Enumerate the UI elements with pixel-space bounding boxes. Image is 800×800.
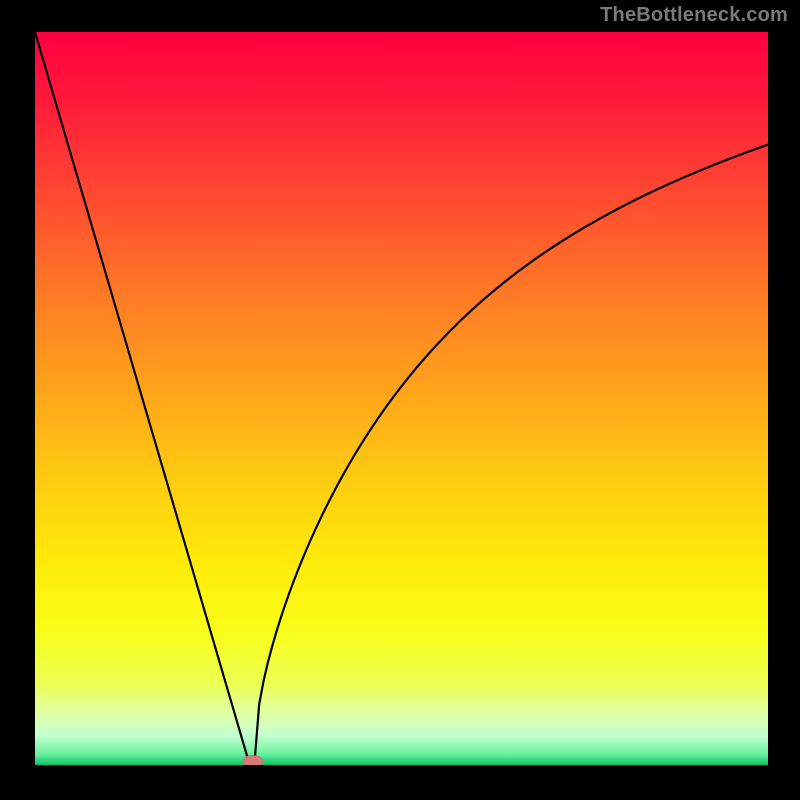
minimum-marker	[243, 755, 263, 765]
curve-svg	[35, 32, 768, 765]
bottleneck-curve	[35, 32, 768, 758]
plot-area	[35, 32, 768, 765]
chart-container: TheBottleneck.com	[0, 0, 800, 800]
watermark-label: TheBottleneck.com	[600, 4, 788, 27]
